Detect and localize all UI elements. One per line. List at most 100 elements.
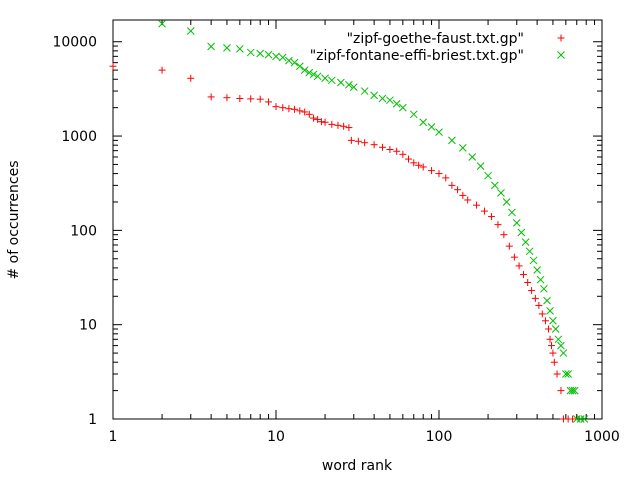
data-point xyxy=(515,262,523,270)
data-point xyxy=(497,188,505,197)
y-tick-label: 100 xyxy=(70,223,97,239)
data-point xyxy=(553,370,561,378)
data-point xyxy=(572,415,581,423)
data-point xyxy=(378,94,387,103)
data-point xyxy=(550,358,558,366)
data-point xyxy=(223,94,231,102)
data-point xyxy=(285,105,293,113)
data-point xyxy=(309,70,318,79)
data-point xyxy=(321,74,329,83)
data-point xyxy=(568,386,577,395)
data-point xyxy=(512,219,521,227)
data-point xyxy=(321,118,329,126)
data-point xyxy=(378,143,386,151)
data-point xyxy=(549,349,557,357)
data-point xyxy=(546,307,554,315)
y-tick-label: 10000 xyxy=(52,35,97,51)
data-point xyxy=(464,196,472,204)
data-point xyxy=(305,110,313,118)
data-point xyxy=(345,80,353,89)
data-point xyxy=(285,56,293,65)
data-point xyxy=(576,415,585,423)
data-point xyxy=(340,122,348,130)
data-point xyxy=(458,143,467,152)
series-layer xyxy=(109,19,589,423)
data-point xyxy=(541,317,549,325)
data-point xyxy=(508,208,516,217)
x-axis-ticks: 1 10 100 1000 xyxy=(109,20,620,445)
data-point xyxy=(291,105,299,113)
data-point xyxy=(247,95,255,103)
data-point xyxy=(561,370,570,378)
data-point xyxy=(500,231,508,239)
data-point xyxy=(419,163,427,171)
data-point xyxy=(207,93,215,101)
y-tick-label: 1 xyxy=(88,412,97,428)
data-point xyxy=(317,118,325,126)
data-point xyxy=(399,150,407,158)
data-point xyxy=(554,335,563,344)
x-tick-label: 100 xyxy=(426,429,453,445)
data-point xyxy=(256,49,265,58)
data-point xyxy=(569,415,577,423)
data-point xyxy=(525,247,534,256)
data-point xyxy=(564,370,573,378)
data-point xyxy=(533,266,541,274)
data-point xyxy=(327,76,336,85)
data-point xyxy=(278,53,287,62)
data-point xyxy=(557,387,565,395)
legend-label: "zipf-fontane-effi-briest.txt.gp" xyxy=(310,48,524,64)
data-point xyxy=(536,275,545,284)
data-point xyxy=(529,256,538,265)
data-point xyxy=(272,103,280,111)
data-point xyxy=(264,50,273,59)
data-point xyxy=(548,342,556,350)
data-point xyxy=(557,341,565,350)
data-point xyxy=(223,44,231,52)
data-point xyxy=(295,62,304,71)
data-point xyxy=(386,96,394,105)
series-2 xyxy=(158,19,589,423)
data-point xyxy=(370,91,378,100)
data-point xyxy=(435,170,443,178)
data-point xyxy=(488,213,496,221)
data-point xyxy=(545,325,553,333)
data-point xyxy=(187,74,195,82)
data-point xyxy=(448,136,456,145)
legend-label: "zipf-goethe-faust.txt.gp" xyxy=(347,31,524,47)
data-point xyxy=(549,316,557,325)
data-point xyxy=(551,325,560,333)
data-point xyxy=(528,287,536,295)
data-point xyxy=(442,174,450,182)
data-point xyxy=(415,161,423,169)
data-point xyxy=(521,238,530,247)
plot-frame xyxy=(112,19,603,420)
legend: "zipf-goethe-faust.txt.gp""zipf-fontane-… xyxy=(310,31,565,64)
data-point xyxy=(345,124,353,132)
data-point xyxy=(246,48,255,57)
data-point xyxy=(517,228,526,237)
data-point xyxy=(428,167,436,175)
data-point xyxy=(370,141,378,149)
data-point xyxy=(392,99,401,108)
data-point xyxy=(290,58,299,67)
data-point xyxy=(459,191,467,199)
data-point xyxy=(510,253,518,261)
data-point xyxy=(337,78,345,87)
data-point xyxy=(354,137,362,145)
data-point xyxy=(314,115,322,123)
data-point xyxy=(580,415,589,423)
legend-marker xyxy=(557,34,565,42)
data-point xyxy=(186,27,195,35)
data-point xyxy=(484,171,492,180)
data-point xyxy=(502,198,511,206)
data-point xyxy=(300,66,309,74)
data-point xyxy=(361,139,369,147)
data-point xyxy=(505,242,513,250)
y-tick-label: 1000 xyxy=(61,129,97,145)
legend-marker xyxy=(557,51,565,59)
data-point xyxy=(410,159,418,167)
data-point xyxy=(435,128,443,137)
data-point xyxy=(393,147,401,155)
data-point xyxy=(235,45,244,53)
